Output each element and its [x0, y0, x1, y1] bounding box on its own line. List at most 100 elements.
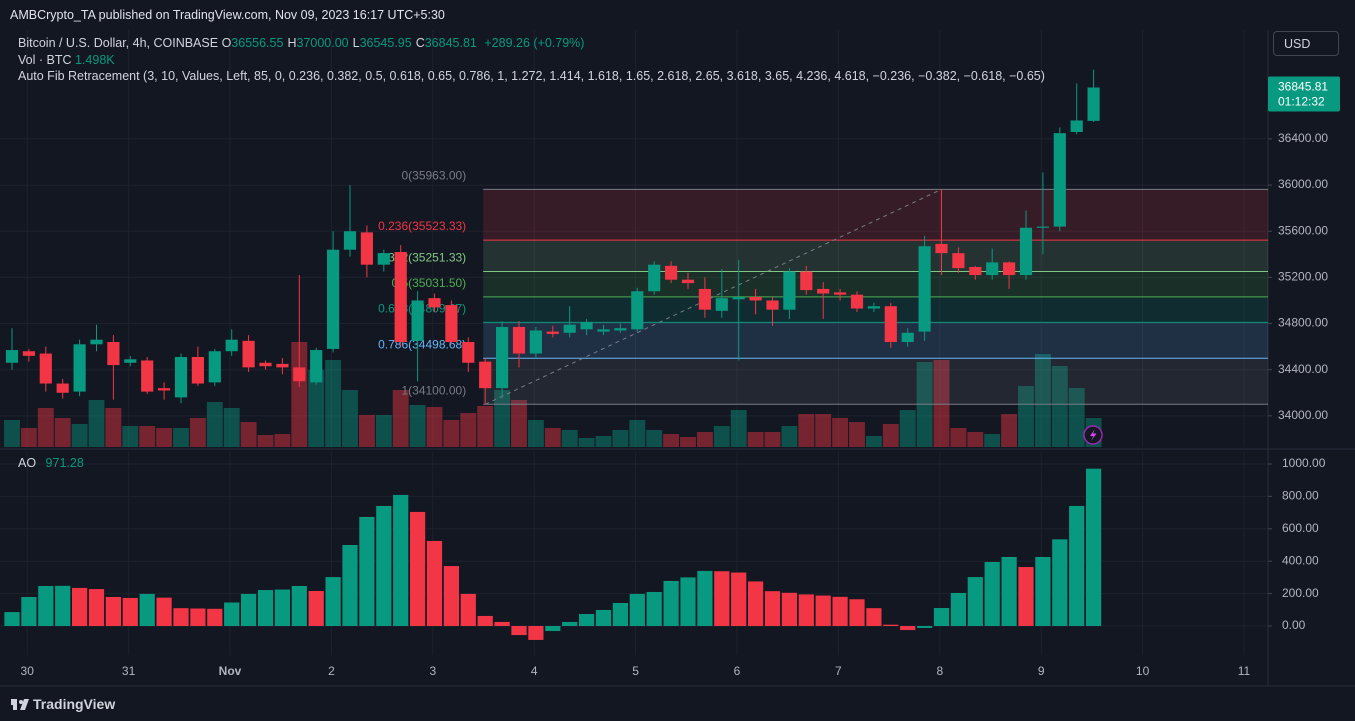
brand: TradingView	[33, 696, 116, 712]
ao-bar	[443, 566, 460, 626]
volume-bar	[443, 420, 460, 447]
candle-body	[631, 291, 644, 330]
candle-body	[834, 292, 847, 295]
candle-body	[597, 329, 610, 332]
ao-bar	[933, 608, 950, 626]
volume-bar	[139, 426, 156, 447]
ao-bar	[477, 615, 493, 626]
volume-bar	[899, 410, 916, 447]
candle-body	[191, 357, 204, 384]
ao-bar	[1069, 505, 1085, 626]
x-tick-label: 31	[122, 664, 136, 678]
ao-bar	[274, 589, 291, 626]
y-tick-label: 400.00	[1282, 553, 1319, 567]
ao-bar	[325, 577, 341, 626]
fib-label: 0(35963.00)	[401, 169, 466, 183]
candle-body	[698, 288, 711, 310]
x-tick-label: 7	[835, 664, 842, 678]
volume-bar	[71, 423, 88, 447]
fib-label: 0.236(35523.33)	[378, 219, 466, 233]
ao-bar	[393, 494, 409, 626]
candle-body	[800, 271, 813, 291]
candle-body	[39, 353, 52, 384]
ohlc-key: O	[221, 36, 232, 50]
volume-bar	[342, 390, 358, 447]
volume-bar	[156, 428, 173, 447]
candle-body	[935, 243, 948, 254]
candle-body	[276, 363, 289, 368]
y-tick-label: 200.00	[1282, 586, 1319, 600]
currency-button[interactable]: USD	[1273, 31, 1339, 56]
ao-bar	[528, 626, 544, 640]
volume-legend: Vol · BTC 1.498K	[18, 53, 115, 67]
indicator-legend: Auto Fib Retracement (3, 10, Values, Lef…	[18, 69, 1045, 83]
candle-body	[158, 388, 171, 391]
y-tick-label: 36400.00	[1278, 131, 1328, 145]
ao-bar	[190, 608, 206, 626]
ao-bar	[257, 590, 274, 626]
ao-title: AO	[18, 456, 37, 470]
fib-zone	[483, 240, 1269, 272]
symbol: Bitcoin / U.S. Dollar, 4h, COINBASE	[18, 36, 219, 50]
volume-bar	[477, 405, 494, 447]
candle-body	[1087, 87, 1100, 121]
volume-bar	[527, 420, 544, 447]
ao-bar	[612, 602, 629, 626]
ao-bar	[308, 591, 324, 626]
candle-body	[884, 306, 897, 342]
publisher-header: AMBCrypto_TA published on TradingView.co…	[10, 8, 445, 22]
ohlc-key: C	[415, 36, 425, 50]
ao-bar	[562, 621, 578, 626]
volume-bar	[460, 413, 477, 447]
candle-body	[715, 298, 728, 311]
symbol-legend: Bitcoin / U.S. Dollar, 4h, COINBASE O365…	[18, 36, 584, 50]
ao-bar	[731, 572, 747, 626]
fib-zone	[483, 358, 1269, 405]
volume-bar	[696, 432, 713, 447]
axes: 30 31 Nov 2 3 4 5 6 7 8 9 10 11 34000.00 34400.00 34800…	[21, 76, 1340, 678]
ao-bar	[224, 602, 240, 626]
volume-bar	[849, 422, 865, 447]
volume-bar	[578, 438, 595, 447]
volume-bar	[1068, 387, 1085, 447]
volume-bar	[933, 360, 950, 447]
ao-bar	[139, 593, 155, 626]
ao-bar	[21, 597, 37, 626]
volume-bar	[1051, 366, 1068, 447]
volume-value: 1.498K	[74, 53, 115, 67]
candle-body	[22, 351, 35, 356]
candle-body	[141, 360, 154, 392]
ohlc-value: 36845.81	[424, 36, 477, 50]
ohlc-value: 36556.55	[231, 36, 284, 50]
volume-bar	[173, 428, 189, 447]
volume-bar	[798, 414, 815, 447]
ao-bar	[646, 591, 662, 626]
ohlc-key: H	[287, 36, 297, 50]
candle-body	[901, 332, 914, 342]
candle-body	[867, 306, 880, 309]
volume-bar	[984, 434, 1001, 447]
volume-bar	[747, 432, 764, 447]
ao-bar	[832, 596, 848, 626]
ao-bar	[747, 581, 764, 626]
ao-legend: AO 971.28	[18, 456, 84, 470]
y-tick-label: 1000.00	[1282, 456, 1326, 470]
volume-bar	[274, 434, 291, 447]
candle-body	[360, 232, 373, 265]
x-tick-label: 30	[21, 664, 35, 678]
candle-body	[394, 252, 407, 342]
volume-bar	[122, 426, 139, 447]
brand-logo	[11, 699, 29, 710]
volume-bar	[308, 369, 325, 447]
candles	[5, 69, 1100, 405]
candle-body	[56, 383, 69, 393]
ao-bar	[426, 540, 443, 626]
x-tick-label: 11	[1238, 664, 1251, 678]
volume-bar	[426, 407, 443, 447]
ao-bar	[916, 626, 933, 628]
candle-body	[124, 359, 137, 363]
price-tag	[1268, 76, 1340, 112]
ao-bar	[291, 585, 307, 626]
volume-bar	[37, 408, 54, 447]
